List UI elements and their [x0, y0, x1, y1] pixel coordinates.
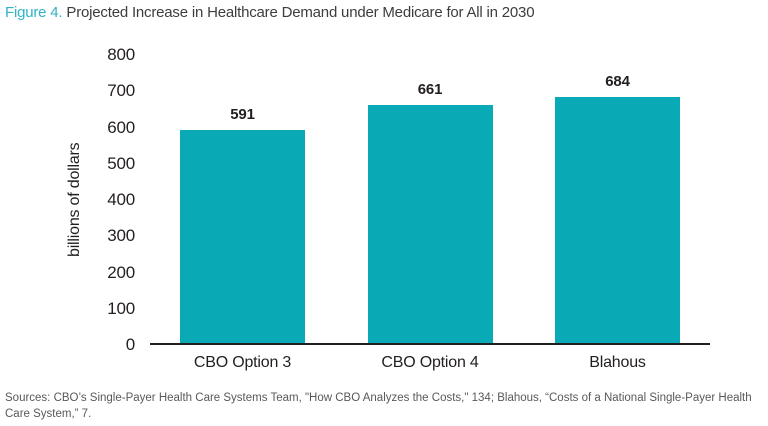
y-tick-label: 700 [107, 81, 135, 101]
x-axis-labels: CBO Option 3 CBO Option 4 Blahous [150, 354, 710, 372]
bar [180, 130, 305, 343]
y-tick-label: 400 [107, 190, 135, 209]
bar [367, 105, 493, 343]
source-note: Sources: CBO’s Single-Payer Health Care … [5, 392, 752, 420]
chart-title: Figure 4. Projected Increase in Healthcar… [5, 4, 535, 21]
y-tick-label: 100 [107, 298, 135, 318]
bar [555, 96, 680, 343]
bar-group: 591 [180, 55, 305, 343]
y-tick-label: 800 [107, 45, 135, 64]
y-tick-label: 200 [107, 262, 135, 282]
bar-value-label: 661 [417, 81, 443, 99]
bar-value-label: 684 [605, 72, 630, 90]
bar-group: 684 [555, 55, 680, 343]
y-axis-ticks: 800 700 600 500 400 300 200 100 0 [0, 45, 135, 354]
y-tick-label: 500 [107, 153, 135, 173]
y-tick-label: 600 [107, 117, 135, 137]
x-category-label: Blahous [589, 354, 646, 371]
x-category-label: CBO Option 3 [193, 354, 292, 371]
figure-label: Figure 4. [5, 4, 63, 21]
title-text: Projected Increase in Healthcare Demand … [66, 4, 535, 21]
bar-group: 661 [367, 55, 493, 343]
y-tick-label: 0 [125, 335, 135, 354]
x-category-label: CBO Option 4 [381, 354, 479, 371]
plot-area: 591 661 684 [150, 55, 710, 345]
y-tick-label: 300 [107, 226, 135, 246]
bar-value-label: 591 [230, 106, 255, 124]
